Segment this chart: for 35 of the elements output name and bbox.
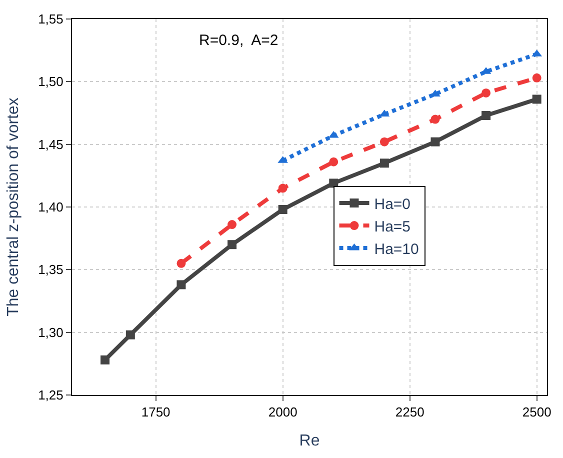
y-tick-label: 1,30 [38, 324, 64, 340]
legend-label: Ha=0 [374, 196, 411, 213]
x-axis-title: Re [299, 432, 320, 450]
point [100, 355, 110, 364]
y-tick-label: 1,50 [38, 74, 64, 90]
x-tick-label: 2250 [395, 404, 424, 420]
point [430, 114, 440, 124]
point [278, 205, 288, 214]
point [532, 94, 542, 104]
y-axis-title: The central z-position of vortex [4, 98, 22, 316]
point [228, 240, 237, 250]
point [228, 220, 237, 230]
point [278, 184, 288, 193]
point [176, 280, 186, 290]
point [430, 137, 440, 146]
point [482, 111, 491, 120]
y-tick-label: 1,40 [38, 200, 64, 215]
point [329, 178, 338, 188]
point [532, 73, 542, 82]
point [482, 88, 491, 98]
legend-label: Ha=5 [374, 218, 411, 236]
y-tick-label: 1,25 [38, 388, 64, 403]
point [176, 258, 186, 268]
legend-label: Ha=10 [374, 240, 419, 258]
point [126, 330, 135, 340]
point [380, 158, 389, 168]
x-tick-label: 2000 [268, 404, 298, 420]
annotation: R=0.9, A=2 [199, 32, 278, 49]
y-tick-label: 1,45 [38, 136, 64, 152]
x-tick-label: 2500 [522, 404, 552, 420]
point [329, 157, 338, 166]
x-tick-label: 1750 [141, 404, 170, 420]
point [380, 137, 389, 146]
y-tick-label: 1,55 [38, 12, 64, 27]
y-tick-label: 1,35 [38, 262, 64, 278]
